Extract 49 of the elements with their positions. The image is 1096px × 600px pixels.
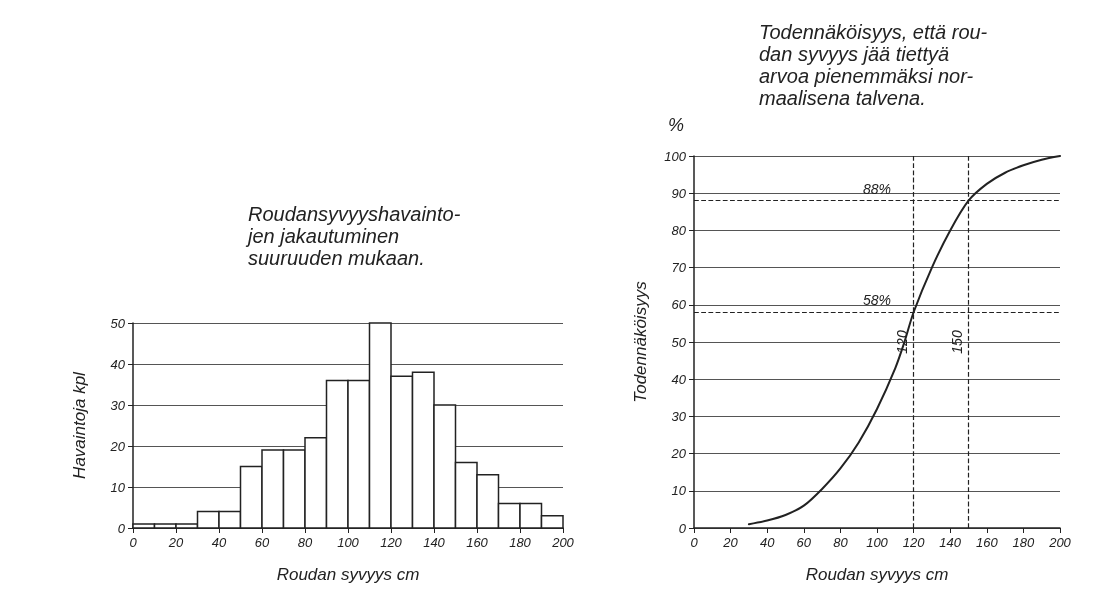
x-tick-label: 80 xyxy=(297,535,313,550)
y-tick-label: 50 xyxy=(110,315,126,331)
y-tick-label: 40 xyxy=(110,356,126,372)
x-tick-label: 40 xyxy=(211,535,227,550)
y-tick-label: 50 xyxy=(671,334,687,350)
y-tick-label: 30 xyxy=(110,397,126,413)
y-tick-label: 40 xyxy=(671,371,687,387)
x-tick-label: 160 xyxy=(975,535,999,550)
y-tick-label: 60 xyxy=(671,297,687,313)
x-tick-label: 160 xyxy=(466,535,489,550)
y-tick-label: 20 xyxy=(109,438,126,454)
x-axis-title: Roudan syvyys cm xyxy=(805,565,949,584)
chart-title: Roudansyvyyshavainto- jen jakautuminen suuruuden mukaan. xyxy=(245,203,461,269)
x-tick-label: 20 xyxy=(722,535,739,550)
x-tick-label: 60 xyxy=(254,535,270,550)
ref-line-label: 150 xyxy=(948,330,965,354)
x-tick-label: 20 xyxy=(167,535,184,550)
chart-title: Todennäköisyys, että rou- dan syvyys jää tiettyä arvoa pienemmäksi nor- maalisena talvena. xyxy=(759,21,988,109)
x-tick-label: 120 xyxy=(902,535,926,550)
x-tick-label: 60 xyxy=(796,535,812,550)
x-tick-label: 180 xyxy=(509,535,532,550)
x-axis-title: Roudan syvyys cm xyxy=(276,565,420,584)
x-tick-label: 140 xyxy=(939,535,962,550)
x-tick-label: 0 xyxy=(690,535,699,550)
x-tick-label: 0 xyxy=(129,535,138,550)
y-tick-label: 70 xyxy=(671,260,687,276)
text: % xyxy=(668,115,685,135)
x-tick-label: 180 xyxy=(1012,535,1036,550)
y-tick-label: 20 xyxy=(670,446,687,462)
ref-line-label: 58% xyxy=(862,292,892,309)
ref-line-label: 88% xyxy=(862,180,892,197)
y-axis-title: Havaintoja kpl xyxy=(70,370,89,479)
x-tick-label: 120 xyxy=(380,535,403,550)
x-tick-label: 100 xyxy=(866,535,889,550)
y-tick-label: 0 xyxy=(678,520,687,536)
y-tick-label: 80 xyxy=(671,222,687,238)
x-tick-label: 100 xyxy=(337,535,360,550)
y-tick-label: 30 xyxy=(671,408,687,424)
y-tick-label: 10 xyxy=(671,483,687,499)
y-tick-label: 10 xyxy=(110,479,126,495)
y-tick-label: 0 xyxy=(117,520,126,536)
x-tick-label: 140 xyxy=(423,535,446,550)
x-tick-label: 200 xyxy=(1048,535,1072,550)
x-tick-label: 200 xyxy=(551,535,575,550)
y-axis-title: Todennäköisyys xyxy=(631,280,650,403)
y-tick-label: 90 xyxy=(671,185,687,201)
x-tick-label: 80 xyxy=(833,535,849,550)
x-tick-label: 40 xyxy=(759,535,776,550)
y-tick-label: 100 xyxy=(664,148,687,164)
